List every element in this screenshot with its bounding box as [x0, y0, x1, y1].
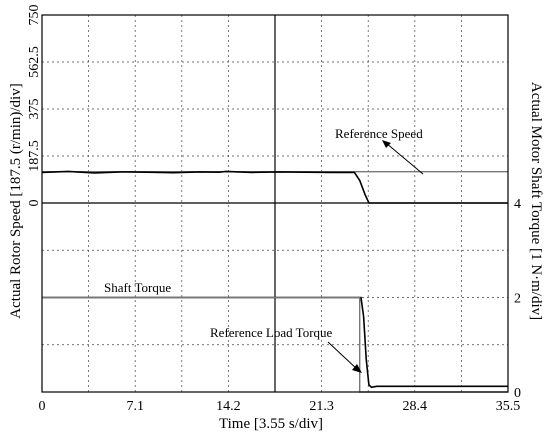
reference-speed-arrowhead: [382, 140, 391, 148]
x-tick-label: 21.3: [309, 399, 334, 414]
torque-series-line-shaft-torque: [42, 296, 508, 389]
x-axis-label: Time [3.55 s/div]: [219, 416, 323, 432]
reference-speed-arrow-line: [385, 142, 424, 175]
left-y-tick-label: 562.5: [27, 46, 42, 78]
reference-load-torque-annotation: Reference Load Torque: [210, 325, 333, 340]
x-tick-label: 7.1: [126, 399, 144, 414]
right-y-tick-label: 2: [514, 292, 521, 307]
x-tick-label: 35.5: [496, 399, 521, 414]
left-y-tick-label: 375: [27, 99, 42, 120]
right-y-tick-label: 0: [514, 386, 521, 401]
shaft-torque-annotation: Shaft Torque: [104, 280, 171, 295]
left-y-tick-label: 187.5: [27, 140, 42, 172]
reference-load-torque-arrowhead: [352, 364, 362, 373]
x-tick-label: 28.4: [403, 399, 428, 414]
right-y-tick-label: 4: [514, 197, 521, 212]
reference-speed-annotation: Reference Speed: [335, 126, 423, 141]
left-y-tick-label: 0: [27, 200, 42, 207]
left-y-axis-label: Actual Rotor Speed [187.5 (r/min)/div]: [8, 83, 24, 318]
right-y-axis-label: Actual Motor Shaft Torque [1 N·m/div]: [528, 82, 544, 320]
x-tick-label: 14.2: [216, 399, 241, 414]
left-y-tick-label: 750: [27, 5, 42, 26]
reference-load-torque-arrow-line: [327, 341, 359, 371]
x-tick-label: 0: [39, 399, 46, 414]
series-layer: [41, 170, 508, 393]
speed-series-line-actual: [41, 170, 508, 204]
plot-frame: [41, 14, 509, 393]
